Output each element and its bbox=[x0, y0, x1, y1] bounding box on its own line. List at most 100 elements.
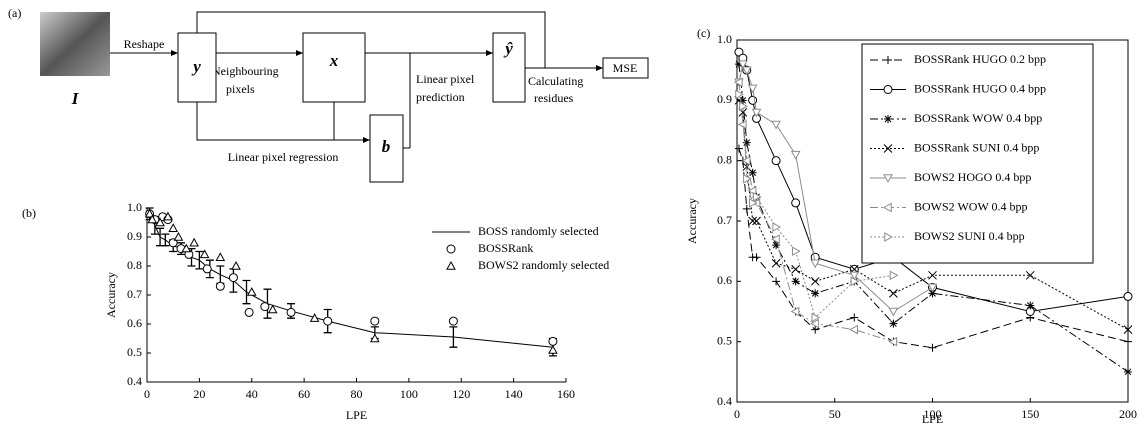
x-tick-label: 100 bbox=[400, 387, 418, 401]
x-tick-label: 150 bbox=[1021, 407, 1039, 421]
diagram: (a) I Reshape Neighbouring pixels Linear… bbox=[8, 6, 649, 183]
marker bbox=[791, 277, 800, 286]
x-tick-label: 160 bbox=[557, 387, 575, 401]
marker bbox=[883, 174, 893, 184]
node-label: b bbox=[382, 137, 391, 156]
marker bbox=[1026, 301, 1035, 310]
node-label: y bbox=[191, 57, 201, 76]
marker bbox=[849, 271, 860, 281]
marker bbox=[323, 316, 333, 326]
marker bbox=[882, 202, 892, 213]
marker bbox=[928, 270, 937, 280]
marker bbox=[733, 77, 743, 88]
x-tick-label: 0 bbox=[734, 407, 740, 421]
wire bbox=[196, 11, 546, 68]
marker bbox=[741, 66, 752, 76]
x-tick-label: 140 bbox=[505, 387, 523, 401]
marker bbox=[168, 223, 179, 232]
marker bbox=[752, 192, 762, 202]
y-tick-label: 0.9 bbox=[717, 92, 732, 106]
marker bbox=[173, 231, 184, 241]
node-label: x bbox=[329, 51, 339, 70]
marker bbox=[548, 345, 558, 354]
marker bbox=[790, 150, 801, 160]
error-bar bbox=[195, 250, 204, 270]
marker bbox=[739, 101, 748, 112]
x-tick-label: 100 bbox=[924, 407, 942, 421]
y-tick-label: 1.0 bbox=[127, 200, 142, 214]
marker bbox=[246, 287, 257, 296]
marker bbox=[144, 208, 155, 218]
marker bbox=[883, 144, 893, 153]
arrow bbox=[196, 102, 370, 143]
marker bbox=[790, 306, 800, 317]
marker bbox=[927, 283, 938, 293]
marker bbox=[889, 289, 898, 298]
panel-label: (c) bbox=[697, 26, 710, 40]
marker bbox=[889, 319, 898, 328]
marker bbox=[548, 336, 558, 346]
marker bbox=[928, 289, 937, 298]
marker bbox=[231, 260, 241, 270]
marker bbox=[244, 307, 254, 317]
marker bbox=[752, 216, 761, 226]
marker bbox=[748, 216, 757, 226]
marker bbox=[742, 138, 751, 147]
edge-label: Reshape bbox=[124, 37, 165, 51]
marker bbox=[747, 84, 758, 94]
marker bbox=[309, 313, 320, 322]
x-tick-label: 40 bbox=[246, 387, 258, 401]
marker bbox=[772, 222, 782, 232]
marker bbox=[215, 252, 226, 261]
marker bbox=[734, 60, 743, 69]
marker bbox=[168, 238, 178, 248]
y-tick-label: 0.8 bbox=[717, 152, 732, 166]
legend-label: BOSSRank WOW 0.4 bpp bbox=[914, 111, 1042, 125]
edge-label: Linear pixel regression bbox=[228, 150, 339, 164]
marker bbox=[1124, 337, 1132, 346]
edge-label: residues bbox=[534, 91, 574, 105]
marker bbox=[751, 108, 762, 118]
marker bbox=[181, 243, 192, 253]
marker bbox=[884, 56, 892, 64]
marker bbox=[888, 307, 899, 317]
y-tick-label: 0.4 bbox=[127, 374, 142, 388]
marker bbox=[810, 259, 821, 269]
marker bbox=[771, 120, 781, 130]
marker bbox=[369, 333, 380, 343]
marker bbox=[743, 173, 752, 184]
x-tick-label: 80 bbox=[351, 387, 363, 401]
marker bbox=[748, 168, 757, 177]
marker bbox=[811, 325, 820, 334]
panel-label: (a) bbox=[8, 6, 21, 20]
x-tick-label: 200 bbox=[1119, 407, 1137, 421]
marker bbox=[446, 244, 456, 254]
marker bbox=[884, 232, 894, 242]
marker bbox=[771, 258, 781, 268]
marker bbox=[791, 264, 801, 274]
y-tick-label: 0.8 bbox=[127, 258, 142, 272]
legend-label: BOSSRank HUGO 0.2 bpp bbox=[914, 52, 1046, 66]
legend-label: BOSS randomly selected bbox=[478, 224, 599, 238]
marker bbox=[742, 204, 751, 213]
marker bbox=[286, 307, 296, 317]
legend-label: BOWS2 randomly selected bbox=[478, 258, 609, 272]
marker bbox=[811, 312, 821, 323]
y-tick-label: 1.0 bbox=[717, 32, 732, 46]
marker bbox=[189, 237, 199, 247]
node-box bbox=[369, 114, 404, 183]
marker bbox=[1123, 291, 1133, 301]
marker bbox=[202, 264, 212, 274]
y-tick-label: 0.7 bbox=[127, 287, 142, 301]
marker bbox=[370, 316, 380, 326]
marker bbox=[215, 281, 225, 291]
series-line bbox=[738, 94, 894, 319]
marker bbox=[884, 115, 892, 123]
panel-label: (b) bbox=[22, 206, 36, 220]
marker bbox=[448, 316, 458, 326]
marker bbox=[772, 277, 781, 286]
marker bbox=[738, 60, 748, 70]
error-bar bbox=[242, 279, 251, 305]
marker bbox=[1025, 270, 1035, 280]
